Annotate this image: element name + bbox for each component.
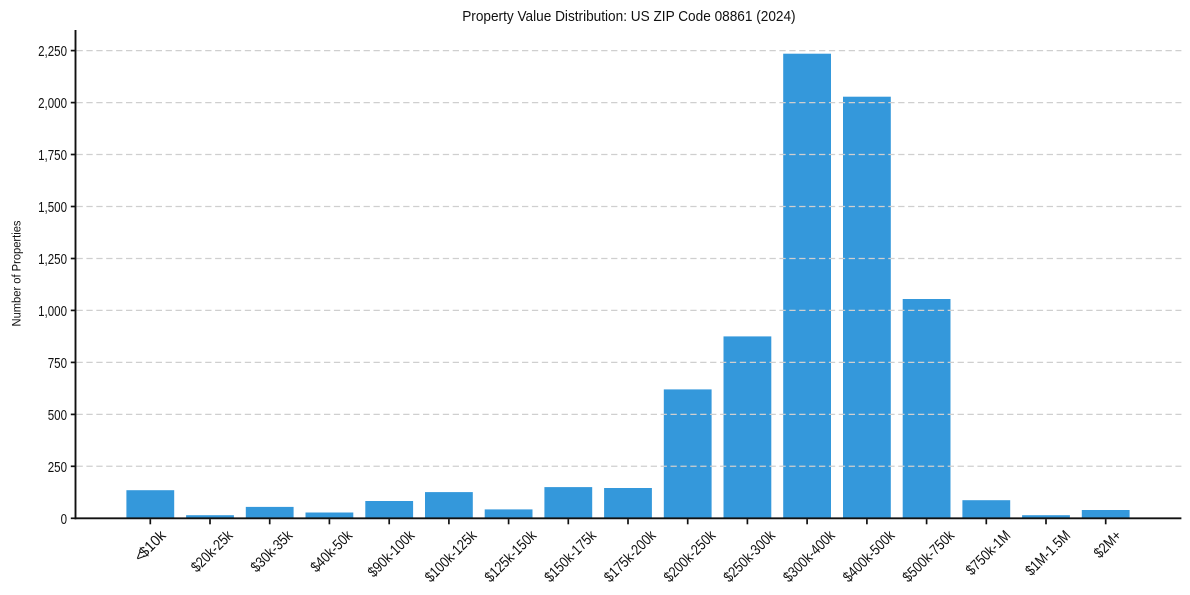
svg-text:1,750: 1,750 bbox=[38, 147, 67, 164]
svg-text:750: 750 bbox=[48, 354, 67, 371]
svg-text:2,250: 2,250 bbox=[38, 43, 67, 60]
svg-text:0: 0 bbox=[61, 510, 67, 527]
svg-text:1,500: 1,500 bbox=[38, 198, 67, 215]
svg-text:Number of Properties: Number of Properties bbox=[11, 220, 23, 326]
svg-text:2,000: 2,000 bbox=[38, 95, 67, 112]
svg-text:1,250: 1,250 bbox=[38, 250, 67, 267]
svg-text:250: 250 bbox=[48, 458, 67, 475]
svg-text:500: 500 bbox=[48, 406, 67, 423]
svg-text:1,000: 1,000 bbox=[38, 302, 67, 319]
svg-text:Property Value Distribution: U: Property Value Distribution: US ZIP Code… bbox=[462, 8, 795, 24]
